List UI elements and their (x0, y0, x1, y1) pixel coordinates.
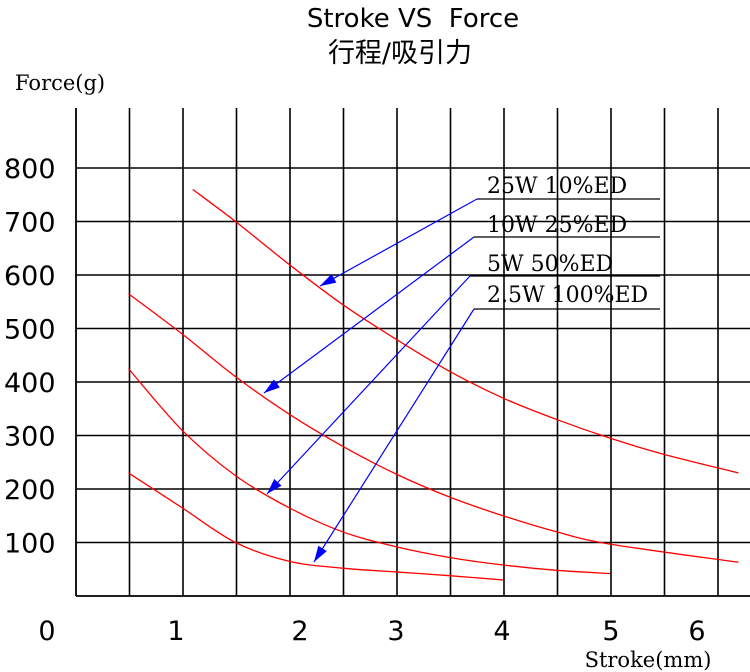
series-curves (128, 188, 739, 581)
x-tick-labels: 0 1 2 3 4 5 6 (38, 616, 705, 647)
legend-entry: 2.5W 100%ED (487, 283, 648, 308)
legend: 25W 10%ED 10W 25%ED 5W 50%ED 2.5W 100%ED (263, 174, 660, 563)
y-tick-label: 200 (4, 475, 56, 506)
leader-arrow-line (266, 275, 471, 495)
leader-arrowhead (264, 379, 280, 393)
leader-arrowhead (314, 545, 327, 562)
legend-entry: 25W 10%ED (487, 174, 627, 199)
y-axis-label: Force(g) (15, 71, 105, 95)
x-axis-label: Stroke(mm) (585, 648, 712, 672)
x-tick-label: 4 (493, 616, 510, 647)
series-line-3 (128, 368, 611, 575)
y-tick-label: 800 (4, 154, 56, 185)
legend-entry: 5W 50%ED (487, 252, 613, 277)
grid (75, 108, 750, 597)
series-line-2 (128, 293, 739, 563)
y-tick-labels: 800 700 600 500 400 300 200 100 (4, 154, 56, 560)
y-tick-label: 300 (4, 422, 56, 453)
leader-arrow-line (313, 308, 475, 563)
y-tick-label: 600 (4, 261, 56, 292)
leader-arrow-line (319, 198, 478, 287)
leader-arrowhead (267, 478, 282, 494)
x-tick-label: 2 (291, 616, 308, 647)
y-tick-label: 500 (4, 315, 56, 346)
x-tick-label: 6 (688, 616, 705, 647)
x-tick-label: 1 (167, 616, 184, 647)
chart-title: Stroke VS Force (307, 4, 519, 34)
x-tick-label: 5 (602, 616, 619, 647)
leader-arrow-line (263, 236, 475, 394)
series-line-4 (128, 472, 504, 581)
x-tick-label: 3 (387, 616, 404, 647)
leader-arrowhead (320, 273, 337, 286)
x-tick-label: 0 (38, 616, 55, 647)
legend-entry: 10W 25%ED (487, 213, 627, 238)
chart-subtitle: 行程/吸引力 (328, 38, 472, 69)
series-line-1 (192, 188, 739, 474)
y-tick-label: 700 (4, 208, 56, 239)
y-tick-label: 100 (4, 529, 56, 560)
y-tick-label: 400 (4, 368, 56, 399)
